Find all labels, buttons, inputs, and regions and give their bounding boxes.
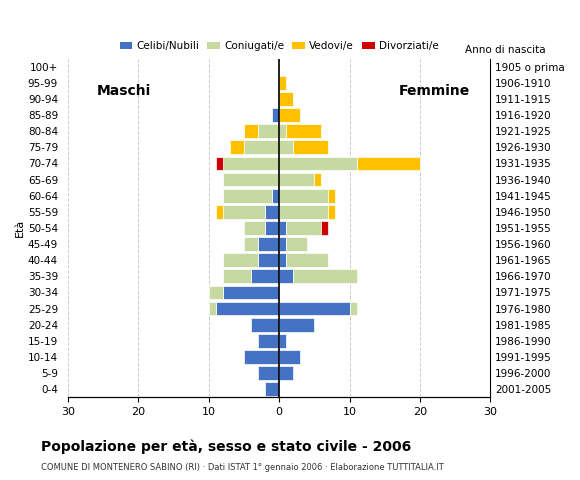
Bar — [286, 253, 328, 267]
Bar — [223, 269, 251, 283]
Text: Anno di nascita: Anno di nascita — [465, 45, 545, 55]
Bar — [279, 76, 286, 90]
Bar — [357, 156, 420, 170]
Bar — [286, 124, 321, 138]
Bar — [223, 205, 265, 219]
Bar — [279, 189, 328, 203]
Legend: Celibi/Nubili, Coniugati/e, Vedovi/e, Divorziati/e: Celibi/Nubili, Coniugati/e, Vedovi/e, Di… — [115, 36, 443, 55]
Bar — [279, 269, 293, 283]
Bar — [279, 221, 286, 235]
Bar — [279, 334, 286, 348]
Bar — [328, 189, 335, 203]
Bar — [293, 269, 357, 283]
Bar — [216, 302, 279, 315]
Bar — [293, 141, 328, 154]
Bar — [258, 237, 279, 251]
Bar — [244, 237, 258, 251]
Bar — [223, 156, 279, 170]
Bar — [223, 253, 258, 267]
Bar — [279, 237, 286, 251]
Bar — [279, 92, 293, 106]
Bar — [279, 141, 293, 154]
Bar — [279, 318, 314, 332]
Bar — [244, 350, 279, 364]
Bar — [258, 253, 279, 267]
Bar — [251, 269, 279, 283]
Bar — [244, 124, 258, 138]
Text: Popolazione per età, sesso e stato civile - 2006: Popolazione per età, sesso e stato civil… — [41, 439, 411, 454]
Bar — [216, 205, 223, 219]
Bar — [216, 156, 223, 170]
Bar — [328, 205, 335, 219]
Bar — [209, 286, 223, 300]
Bar — [265, 221, 279, 235]
Bar — [350, 302, 357, 315]
Bar — [244, 221, 265, 235]
Bar — [279, 350, 300, 364]
Bar — [286, 221, 321, 235]
Text: Femmine: Femmine — [398, 84, 470, 98]
Bar — [272, 189, 279, 203]
Bar — [258, 124, 279, 138]
Bar — [258, 334, 279, 348]
Bar — [272, 108, 279, 122]
Bar — [244, 141, 279, 154]
Bar — [321, 221, 328, 235]
Bar — [230, 141, 244, 154]
Text: COMUNE DI MONTENERO SABINO (RI) · Dati ISTAT 1° gennaio 2006 · Elaborazione TUTT: COMUNE DI MONTENERO SABINO (RI) · Dati I… — [41, 463, 443, 472]
Bar — [258, 366, 279, 380]
Bar — [265, 205, 279, 219]
Bar — [279, 302, 350, 315]
Bar — [279, 253, 286, 267]
Bar — [279, 173, 314, 186]
Bar — [279, 205, 328, 219]
Bar — [265, 383, 279, 396]
Bar — [223, 189, 272, 203]
Bar — [209, 302, 216, 315]
Bar — [279, 156, 357, 170]
Bar — [223, 173, 279, 186]
Bar — [314, 173, 321, 186]
Bar — [286, 237, 307, 251]
Bar — [251, 318, 279, 332]
Bar — [223, 286, 279, 300]
Y-axis label: Età: Età — [15, 219, 25, 237]
Bar — [279, 124, 286, 138]
Bar — [279, 108, 300, 122]
Text: Maschi: Maschi — [97, 84, 151, 98]
Bar — [279, 366, 293, 380]
